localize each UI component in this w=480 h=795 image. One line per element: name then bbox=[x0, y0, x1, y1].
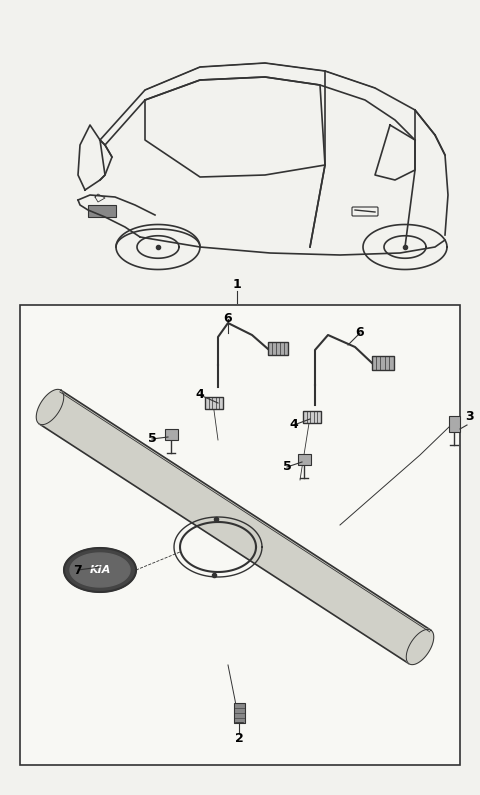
Polygon shape bbox=[64, 548, 136, 592]
Text: 5: 5 bbox=[148, 432, 156, 445]
Bar bbox=[88, 205, 116, 217]
Text: 6: 6 bbox=[356, 327, 364, 339]
Text: 4: 4 bbox=[196, 389, 204, 401]
Bar bbox=[268, 342, 288, 355]
Bar bbox=[20, 305, 460, 765]
Text: KIA: KIA bbox=[89, 565, 111, 575]
Bar bbox=[372, 356, 394, 370]
Bar bbox=[449, 416, 460, 432]
Polygon shape bbox=[406, 630, 434, 665]
Bar bbox=[303, 411, 321, 423]
Text: 3: 3 bbox=[466, 410, 474, 424]
Text: 4: 4 bbox=[289, 418, 299, 432]
Text: 5: 5 bbox=[283, 460, 291, 474]
Text: 1: 1 bbox=[233, 278, 241, 292]
Text: 7: 7 bbox=[73, 564, 83, 576]
Bar bbox=[205, 397, 223, 409]
Text: 2: 2 bbox=[235, 732, 243, 746]
Polygon shape bbox=[36, 390, 64, 425]
Polygon shape bbox=[70, 553, 130, 587]
Bar bbox=[234, 703, 245, 723]
Polygon shape bbox=[39, 390, 431, 664]
Bar bbox=[298, 454, 311, 465]
Bar bbox=[165, 429, 178, 440]
Text: 6: 6 bbox=[224, 312, 232, 325]
